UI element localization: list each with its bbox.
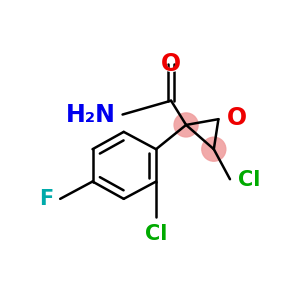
Text: Cl: Cl bbox=[238, 168, 265, 192]
Text: Cl: Cl bbox=[238, 170, 260, 190]
Text: F: F bbox=[36, 187, 53, 211]
Text: H₂N: H₂N bbox=[57, 100, 116, 128]
Text: Cl: Cl bbox=[145, 224, 167, 244]
Text: O: O bbox=[159, 50, 183, 78]
Text: O: O bbox=[226, 104, 250, 132]
Circle shape bbox=[202, 137, 226, 161]
Text: Cl: Cl bbox=[142, 224, 170, 248]
Circle shape bbox=[174, 113, 198, 137]
Text: O: O bbox=[161, 52, 181, 76]
Text: O: O bbox=[226, 106, 247, 130]
Text: F: F bbox=[39, 189, 53, 209]
Text: H₂N: H₂N bbox=[66, 103, 116, 127]
